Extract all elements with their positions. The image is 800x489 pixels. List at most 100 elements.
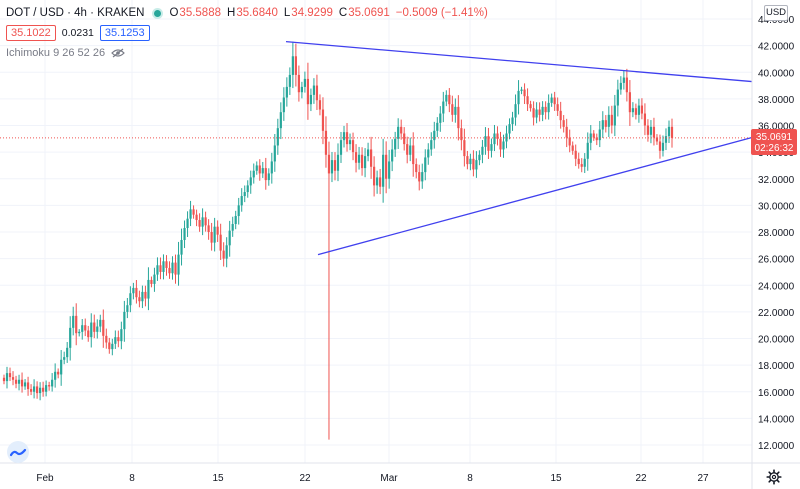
candle-body xyxy=(348,140,352,145)
candle-body xyxy=(628,92,631,113)
candle-body xyxy=(345,132,349,145)
candle-body xyxy=(93,322,96,332)
gear-icon[interactable] xyxy=(766,469,782,485)
candle-body xyxy=(382,154,385,187)
candle-body xyxy=(135,287,138,298)
candle-body xyxy=(499,138,502,150)
candle-body xyxy=(114,337,117,344)
eye-icon[interactable] xyxy=(111,48,125,58)
candle-body xyxy=(667,126,671,137)
candle-body xyxy=(517,90,520,105)
price-tick-label: 24.0000 xyxy=(758,281,795,292)
candle-body xyxy=(306,78,310,105)
candle-body xyxy=(147,279,150,299)
candle-body xyxy=(231,224,234,231)
candle-body xyxy=(562,120,565,127)
candle-body xyxy=(526,96,529,105)
candle-body xyxy=(96,326,99,332)
time-tick-label: 22 xyxy=(635,473,647,484)
currency-badge[interactable]: USD xyxy=(764,5,788,21)
candle-body xyxy=(373,166,376,186)
indicator-legend[interactable]: Ichimoku 9 26 52 26 xyxy=(6,47,125,59)
candle-body xyxy=(490,144,493,151)
tradingview-logo-icon[interactable] xyxy=(7,441,29,463)
candle-body xyxy=(369,149,373,167)
candle-body xyxy=(102,319,105,336)
candle-body xyxy=(424,157,427,173)
candle-body xyxy=(394,138,397,150)
buy-button[interactable]: 35.1253 xyxy=(99,25,150,41)
price-axis[interactable]: 44.000042.000040.000038.000036.000034.00… xyxy=(751,0,795,489)
candle-body xyxy=(132,287,135,294)
candle-body xyxy=(20,379,24,387)
candle-body xyxy=(502,141,505,150)
candle-body xyxy=(670,126,674,138)
candle-body xyxy=(300,86,303,93)
candle-body xyxy=(35,386,39,394)
candle-body xyxy=(472,158,475,170)
candle-body xyxy=(108,342,111,350)
candle-body xyxy=(255,165,258,171)
price-tick-label: 22.0000 xyxy=(758,308,795,319)
upper-trendline[interactable] xyxy=(285,40,753,83)
candle-body xyxy=(207,225,210,232)
candle-body xyxy=(243,192,246,197)
candle-body xyxy=(258,165,261,174)
candle-body xyxy=(586,142,589,159)
time-tick-label: Feb xyxy=(36,473,54,484)
candle-body xyxy=(478,154,481,161)
candle-body xyxy=(90,322,93,338)
candle-body xyxy=(66,347,69,358)
candle-body xyxy=(294,56,297,75)
candle-body xyxy=(42,387,45,392)
sell-button[interactable]: 35.1022 xyxy=(6,25,56,41)
candle-body xyxy=(550,97,553,103)
candle-body xyxy=(273,145,276,162)
candle-body xyxy=(2,377,6,382)
candle-body xyxy=(288,74,291,87)
candle-body xyxy=(400,126,403,134)
candle-body xyxy=(427,149,430,158)
candle-body xyxy=(571,145,574,151)
candle-body xyxy=(556,104,559,111)
candle-body xyxy=(69,327,72,348)
candle-body xyxy=(23,382,27,387)
candle-body xyxy=(415,164,418,173)
candle-body xyxy=(186,218,189,229)
candle-body xyxy=(57,371,60,375)
candle-body xyxy=(240,196,243,206)
time-axis[interactable]: Feb 8 15 22 Mar 8 15 22 27 xyxy=(0,462,800,484)
symbol-title[interactable]: DOT / USD · 4h · KRAKEN xyxy=(6,7,145,19)
candle-body xyxy=(625,77,628,93)
candle-body xyxy=(126,305,129,312)
candle-body xyxy=(637,105,641,115)
spread-value: 0.0231 xyxy=(61,27,94,39)
candle-body xyxy=(111,343,114,350)
candle-body xyxy=(81,325,84,332)
candle-body xyxy=(11,377,15,380)
candle-body xyxy=(436,122,439,131)
candle-body xyxy=(409,145,412,155)
price-tick-label: 32.0000 xyxy=(758,175,795,186)
candle-body xyxy=(412,145,415,165)
candle-body xyxy=(252,170,255,178)
lower-trendline[interactable] xyxy=(317,136,753,256)
current-price-label: 35.0691 xyxy=(756,132,793,143)
candle-body xyxy=(649,126,653,135)
candle-body xyxy=(213,226,216,243)
candle-body xyxy=(487,136,490,151)
quote-row: 35.1022 0.0231 35.1253 xyxy=(6,25,150,41)
candle-body xyxy=(568,137,571,146)
candle-body xyxy=(511,117,514,125)
price-tick-label: 20.0000 xyxy=(758,335,795,346)
candle-body xyxy=(72,315,75,328)
trendlines[interactable] xyxy=(285,40,753,256)
candlestick-series xyxy=(2,41,674,440)
close-label: C xyxy=(338,7,348,19)
time-tick-label: Mar xyxy=(380,473,398,484)
candle-body xyxy=(493,133,496,145)
candle-body xyxy=(327,154,331,174)
candle-body xyxy=(445,94,448,102)
candle-body xyxy=(664,136,668,143)
